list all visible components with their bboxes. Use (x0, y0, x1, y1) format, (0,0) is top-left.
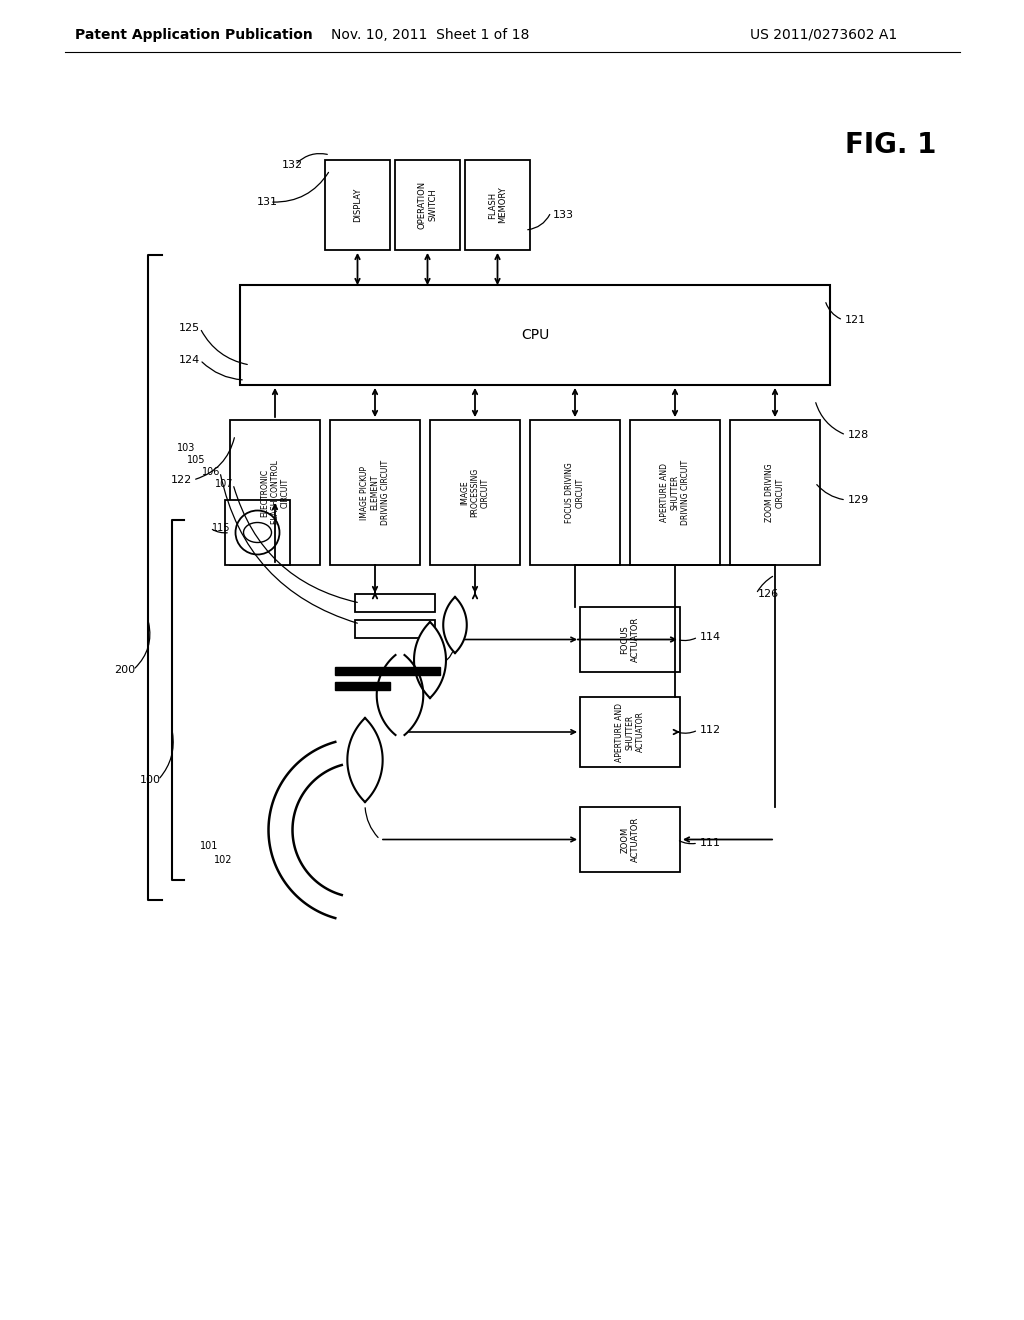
Polygon shape (335, 667, 440, 675)
Text: 103: 103 (176, 444, 195, 453)
Bar (240, 285, 830, 385)
Bar (330, 420, 420, 565)
Text: 105: 105 (186, 455, 205, 465)
Text: 106: 106 (202, 467, 220, 477)
Bar (395, 160, 460, 249)
Bar (230, 420, 319, 565)
Polygon shape (443, 597, 467, 653)
Text: DISPLAY: DISPLAY (353, 187, 362, 222)
Text: CPU: CPU (521, 327, 549, 342)
Text: OPERATION
SWITCH: OPERATION SWITCH (418, 181, 437, 230)
Text: 133: 133 (553, 210, 574, 220)
Bar (225, 500, 290, 565)
Bar (580, 607, 680, 672)
Text: FOCUS
ACTUATOR: FOCUS ACTUATOR (621, 616, 640, 663)
Text: FOCUS DRIVING
CIRCUIT: FOCUS DRIVING CIRCUIT (565, 462, 585, 523)
Text: 121: 121 (845, 315, 866, 325)
Text: 200: 200 (115, 665, 135, 675)
Text: 125: 125 (179, 323, 200, 333)
Text: 128: 128 (848, 430, 869, 440)
Text: ZOOM
ACTUATOR: ZOOM ACTUATOR (621, 817, 640, 862)
Text: 112: 112 (700, 725, 721, 735)
Text: 126: 126 (758, 589, 779, 599)
Text: IMAGE
PROCESSING
CIRCUIT: IMAGE PROCESSING CIRCUIT (460, 467, 489, 517)
Text: Nov. 10, 2011  Sheet 1 of 18: Nov. 10, 2011 Sheet 1 of 18 (331, 28, 529, 42)
Text: FIG. 1: FIG. 1 (845, 131, 936, 158)
Text: 101: 101 (200, 841, 218, 851)
Polygon shape (377, 655, 423, 735)
Bar (325, 160, 390, 249)
Text: 111: 111 (700, 838, 721, 847)
Polygon shape (335, 682, 390, 690)
Text: 102: 102 (214, 855, 232, 865)
Bar (630, 420, 720, 565)
Text: Patent Application Publication: Patent Application Publication (75, 28, 312, 42)
Text: 115: 115 (212, 523, 230, 533)
Text: APERTURE AND
SHUTTER
ACTUATOR: APERTURE AND SHUTTER ACTUATOR (615, 702, 645, 762)
Text: 131: 131 (257, 197, 278, 207)
Bar (355, 620, 435, 638)
Text: 129: 129 (848, 495, 869, 506)
Bar (530, 420, 620, 565)
Text: 114: 114 (700, 632, 721, 642)
Text: FLASH
MEMORY: FLASH MEMORY (487, 186, 507, 223)
Text: 122: 122 (171, 475, 193, 484)
Text: IMAGE PICKUP
ELEMENT
DRIVING CIRCUIT: IMAGE PICKUP ELEMENT DRIVING CIRCUIT (360, 459, 390, 525)
Bar (730, 420, 820, 565)
Bar (580, 807, 680, 873)
Text: 100: 100 (139, 775, 161, 785)
Bar (430, 420, 520, 565)
Text: 124: 124 (179, 355, 200, 366)
Text: ZOOM DRIVING
CIRCUIT: ZOOM DRIVING CIRCUIT (765, 463, 784, 521)
Polygon shape (268, 742, 342, 919)
Text: ELECTRONIC
FLASH CONTROL
CIRCUIT: ELECTRONIC FLASH CONTROL CIRCUIT (260, 461, 290, 524)
Text: APERTURE AND
SHUTTER
DRIVING CIRCUIT: APERTURE AND SHUTTER DRIVING CIRCUIT (660, 459, 690, 525)
Text: 132: 132 (282, 160, 303, 170)
Bar (580, 697, 680, 767)
Bar (355, 594, 435, 612)
Polygon shape (414, 622, 446, 698)
Text: US 2011/0273602 A1: US 2011/0273602 A1 (750, 28, 897, 42)
Polygon shape (347, 718, 383, 803)
Text: 107: 107 (214, 479, 233, 488)
Bar (465, 160, 530, 249)
